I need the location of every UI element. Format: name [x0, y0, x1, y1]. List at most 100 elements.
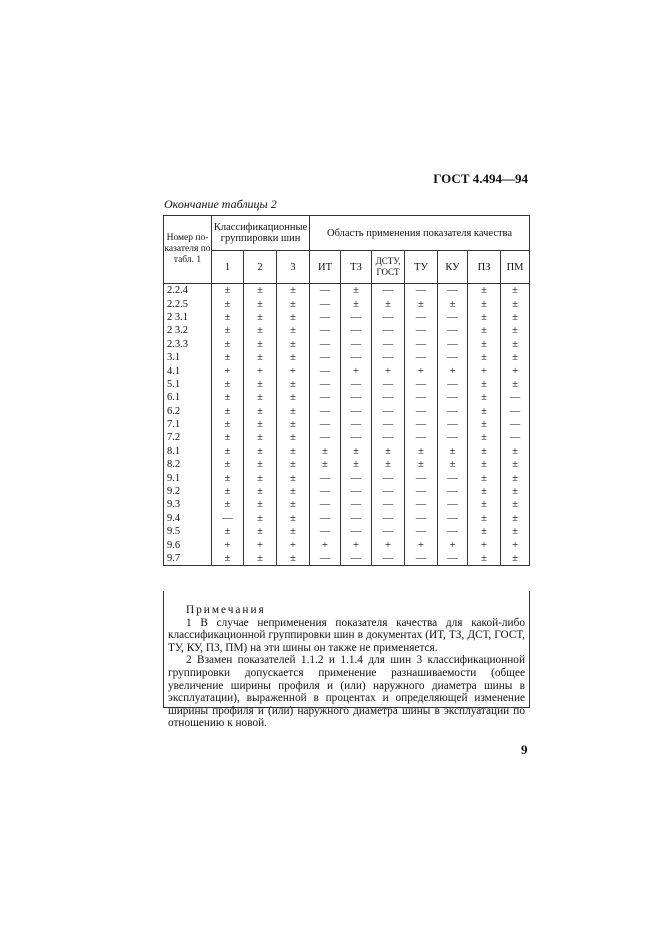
applicability-cell: ±	[340, 297, 373, 311]
applicability-cell: ±	[243, 551, 277, 567]
applicability-cell: —	[404, 525, 439, 539]
applicability-cell: ±	[243, 350, 277, 365]
applicability-cell: —	[309, 417, 342, 432]
applicability-cell: ±	[243, 511, 277, 526]
indicator-number-cell: 9.2	[163, 484, 212, 499]
applicability-cell: +	[275, 364, 311, 378]
applicability-cell: ±	[275, 337, 311, 351]
applicability-cell: —	[404, 551, 439, 567]
applicability-cell: +	[211, 364, 244, 378]
applicability-cell: +	[371, 538, 406, 552]
applicability-cell: ±	[275, 283, 311, 298]
table-row: 8.1 ± ± ± ± ± ± ± ± ± ±	[163, 444, 531, 459]
indicator-number-cell: 8.2	[163, 458, 212, 472]
applicability-cell: —	[404, 310, 439, 325]
applicability-cell: ±	[437, 458, 469, 472]
applicability-cell: ±	[275, 297, 311, 311]
applicability-cell: ±	[275, 511, 311, 526]
applicability-cell: ±	[467, 350, 502, 365]
applicability-cell: —	[309, 511, 342, 526]
applicability-cell: —	[404, 283, 439, 298]
applicability-cell: ±	[371, 444, 406, 459]
applicability-cell: —	[340, 431, 373, 445]
applicability-cell: —	[404, 471, 439, 485]
column-header: 2	[243, 250, 277, 284]
applicability-cell: —	[404, 511, 439, 526]
applicability-cell: —	[309, 377, 342, 392]
applicability-cell: —	[309, 283, 342, 298]
applicability-cell: —	[371, 484, 406, 499]
applicability-cell: ±	[243, 431, 277, 445]
applicability-cell: ±	[404, 458, 439, 472]
indicator-number-cell: 6.1	[163, 391, 212, 405]
applicability-cell: +	[404, 538, 439, 552]
applicability-cell: ±	[243, 391, 277, 405]
indicator-number-cell: 2 3.1	[163, 310, 212, 325]
applicability-cell: —	[371, 391, 406, 405]
applicability-cell: —	[437, 551, 469, 567]
applicability-cell: —	[404, 337, 439, 351]
applicability-cell: ±	[275, 377, 311, 392]
applicability-cell: —	[371, 377, 406, 392]
applicability-cell: —	[437, 324, 469, 338]
applicability-cell: —	[340, 337, 373, 351]
applicability-cell: ±	[371, 297, 406, 311]
applicability-cell: —	[309, 391, 342, 405]
applicability-cell: —	[437, 377, 469, 392]
header-indicator-number: Номер по-казателя по табл. 1	[163, 215, 212, 284]
notes-box: Примечания 1 В случае неприменения показ…	[163, 591, 530, 729]
applicability-cell: +	[467, 364, 502, 378]
applicability-cell: ±	[275, 551, 311, 567]
applicability-cell: ±	[309, 444, 342, 459]
indicator-number-cell: 8.1	[163, 444, 212, 459]
table-row: 5.1 ± ± ± — — — — — ± ±	[163, 377, 531, 392]
applicability-cell: ±	[211, 324, 244, 338]
applicability-cell: ±	[500, 484, 531, 499]
applicability-cell: ±	[243, 525, 277, 539]
applicability-cell: ±	[467, 511, 502, 526]
applicability-cell: ±	[243, 471, 277, 485]
applicability-cell: —	[309, 337, 342, 351]
table-row: 4.1 + + + — + + + + + +	[163, 364, 531, 378]
applicability-cell: ±	[275, 391, 311, 405]
applicability-cell: —	[371, 417, 406, 432]
applicability-cell: ±	[243, 498, 277, 512]
applicability-cell: ±	[467, 484, 502, 499]
applicability-cell: —	[437, 283, 469, 298]
table-row: 9.2 ± ± ± — — — — — ± ±	[163, 484, 531, 499]
applicability-cell: ±	[467, 337, 502, 351]
applicability-cell: —	[371, 431, 406, 445]
applicability-cell: —	[309, 324, 342, 338]
applicability-cell: ±	[211, 444, 244, 459]
applicability-cell: ±	[437, 297, 469, 311]
header-classification-groups: Классификационные группировки шин	[210, 215, 311, 251]
applicability-cell: —	[309, 297, 342, 311]
table-row: 6.1 ± ± ± — — — — — ± —	[163, 391, 531, 405]
applicability-cell: ±	[243, 444, 277, 459]
table-row: 7.1 ± ± ± — — — — — ± —	[163, 417, 531, 432]
applicability-cell: ±	[309, 458, 342, 472]
applicability-cell: —	[340, 391, 373, 405]
applicability-cell: —	[371, 350, 406, 365]
applicability-cell: ±	[404, 444, 439, 459]
applicability-cell: —	[340, 310, 373, 325]
applicability-cell: —	[340, 417, 373, 432]
applicability-cell: ±	[243, 484, 277, 499]
applicability-cell: ±	[404, 297, 439, 311]
table-row: 2 3.2 ± ± ± — — — — — ± ±	[163, 324, 531, 338]
applicability-cell: ±	[211, 551, 244, 567]
applicability-cell: ±	[275, 498, 311, 512]
column-header: ДСТУ, ГОСТ	[371, 250, 406, 284]
applicability-cell: ±	[211, 471, 244, 485]
header-application-scope: Область применения показателя качества	[309, 215, 531, 251]
applicability-cell: +	[500, 538, 531, 552]
applicability-cell: ±	[275, 525, 311, 539]
applicability-cell: —	[340, 551, 373, 567]
applicability-cell: ±	[211, 431, 244, 445]
indicator-number-cell: 9.7	[163, 551, 212, 567]
applicability-cell: ±	[467, 458, 502, 472]
applicability-cell: —	[437, 484, 469, 499]
indicator-number-cell: 4.1	[163, 364, 212, 378]
applicability-cell: ±	[275, 324, 311, 338]
note-1: 1 В случае неприменения показателя качес…	[168, 616, 525, 654]
